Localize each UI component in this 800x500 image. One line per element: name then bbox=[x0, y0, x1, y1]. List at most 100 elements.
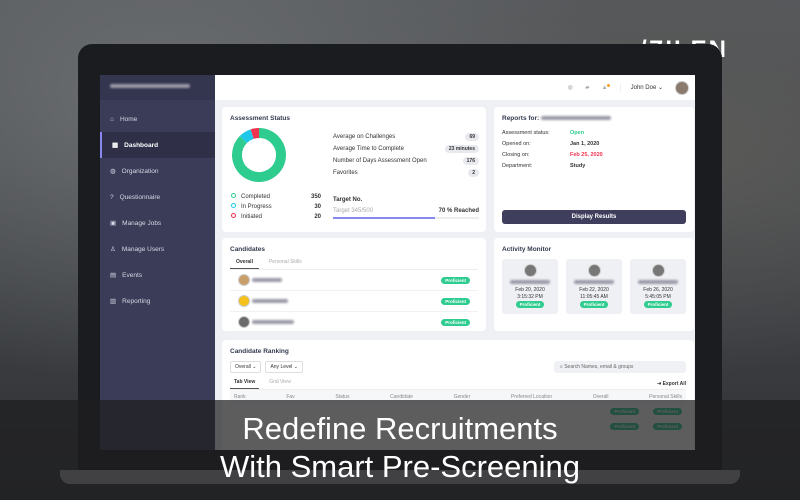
stat-row: Number of Days Assessment Open 176 bbox=[333, 157, 479, 165]
sidebar-item-label: Manage Jobs bbox=[122, 219, 162, 227]
display-results-button[interactable]: Display Results bbox=[502, 210, 686, 224]
legend-dot bbox=[231, 213, 236, 218]
briefcase-icon: ▣ bbox=[110, 220, 117, 227]
level-filter[interactable]: Any Level ⌄ bbox=[265, 361, 303, 373]
sidebar-item-dashboard[interactable]: ▦ Dashboard bbox=[100, 132, 215, 158]
legend-item: Initiated 20 bbox=[231, 213, 321, 220]
overall-filter[interactable]: Overall ⌄ bbox=[230, 361, 262, 373]
column-header[interactable]: Preferred Location bbox=[510, 394, 553, 400]
calendar-icon: ▤ bbox=[110, 272, 117, 279]
sidebar-item-manage-jobs[interactable]: ▣ Manage Jobs bbox=[100, 210, 215, 236]
question-icon: ? bbox=[110, 193, 114, 201]
candidate-row[interactable]: Proficient bbox=[230, 291, 478, 312]
banner-line-2: With Smart Pre-Screening bbox=[219, 449, 581, 484]
proficient-badge: Proficient bbox=[579, 301, 609, 308]
candidates-card: Candidates Overall Personal Skills Profi… bbox=[222, 238, 486, 333]
avatar[interactable] bbox=[675, 80, 689, 95]
column-header[interactable]: Candidate bbox=[390, 394, 413, 400]
stat-row: Average Time to Complete 23 minutes bbox=[333, 145, 479, 153]
activity-item[interactable]: Feb 26, 2020 5:45:05 PM Proficient bbox=[630, 259, 686, 314]
sidebar: ⌂ Home ▦ Dashboard ◍ Organization? Questionnai… bbox=[100, 75, 215, 450]
candidate-avatar bbox=[238, 274, 250, 286]
proficient-badge: Proficient bbox=[441, 276, 470, 284]
sidebar-item-reporting[interactable]: ▥ Reporting bbox=[100, 288, 215, 314]
user-menu[interactable]: John Doe ⌄ bbox=[619, 84, 663, 91]
donut-slice-completed bbox=[232, 128, 286, 182]
candidate-avatar bbox=[238, 316, 250, 328]
export-all-button[interactable]: ⇥ Export All bbox=[656, 381, 686, 387]
chart-icon: ▥ bbox=[110, 298, 117, 305]
report-row: Department: Study bbox=[502, 163, 586, 169]
globe-icon[interactable]: ◍ bbox=[567, 85, 574, 91]
search-icon: ⌕ bbox=[560, 364, 563, 370]
sidebar-item-manage-users[interactable]: ♙ Manage Users bbox=[100, 236, 215, 262]
sidebar-item-questionnaire[interactable]: ? Questionnaire bbox=[100, 184, 215, 210]
tab-personal-skills[interactable]: Personal Skills bbox=[268, 259, 302, 265]
promo-banner: Redefine Recruitments With Smart Pre-Scr… bbox=[0, 400, 800, 500]
sidebar-item-label: Events bbox=[122, 271, 143, 279]
sidebar-item-organization[interactable]: ◍ Organization bbox=[100, 158, 215, 184]
sidebar-item-label: Reporting bbox=[122, 297, 151, 305]
sidebar-item-home[interactable]: ⌂ Home bbox=[100, 106, 215, 132]
activity-item[interactable]: Feb 22, 2020 11:05:45 AM Proficient bbox=[566, 259, 622, 314]
app-screen: ⌂ Home ▦ Dashboard ◍ Organization? Questionnai… bbox=[100, 75, 695, 450]
proficient-badge: Proficient bbox=[515, 301, 545, 308]
donut-slice-in-progress bbox=[239, 129, 255, 144]
column-header[interactable]: Rank bbox=[234, 394, 246, 400]
sidebar-item-label: Dashboard bbox=[124, 141, 159, 149]
sidebar-item-label: Home bbox=[119, 115, 138, 123]
target-text: Target 345/500 bbox=[333, 208, 374, 214]
user-icon: ♙ bbox=[110, 246, 116, 253]
card-title: Candidates bbox=[230, 246, 266, 253]
card-title: Assessment Status bbox=[230, 115, 290, 122]
bell-icon[interactable]: ▲ bbox=[601, 83, 610, 91]
stat-row: Average on Challenges 69 bbox=[333, 133, 479, 141]
report-row: Assessment status: Open bbox=[502, 130, 585, 136]
activity-item[interactable]: Feb 20, 2020 3:15:32 PM Proficient bbox=[502, 259, 558, 314]
activity-avatar bbox=[651, 264, 665, 277]
user-name: John Doe bbox=[630, 85, 657, 91]
column-header[interactable]: Personal Skills bbox=[649, 394, 682, 400]
column-header[interactable]: Overall bbox=[592, 394, 609, 400]
donut-slice-initiated bbox=[250, 128, 260, 139]
sidebar-item-label: Organization bbox=[121, 167, 159, 175]
proficient-badge: Proficient bbox=[441, 318, 470, 326]
chat-icon[interactable]: ▰ bbox=[585, 85, 590, 91]
column-header[interactable]: Status bbox=[335, 394, 350, 400]
candidate-row[interactable]: Proficient bbox=[230, 270, 478, 291]
card-title: Reports for: bbox=[502, 115, 540, 122]
grid-view[interactable]: Grid View bbox=[269, 379, 291, 385]
candidate-row[interactable]: Proficient bbox=[230, 312, 478, 333]
column-header[interactable]: Gender bbox=[453, 394, 471, 400]
legend-item: In Progress 30 bbox=[231, 203, 321, 210]
sidebar-brand bbox=[100, 75, 215, 100]
target-progress-fill bbox=[333, 217, 436, 219]
legend-dot bbox=[231, 203, 236, 208]
legend-dot bbox=[231, 193, 236, 198]
search-input[interactable]: ⌕ Search Names, email & groups bbox=[554, 361, 686, 373]
activity-monitor-card: Activity Monitor Feb 20, 2020 3:15:32 PM P… bbox=[494, 238, 694, 331]
home-icon: ⌂ bbox=[110, 115, 114, 123]
globe-icon: ◍ bbox=[110, 168, 116, 175]
proficient-badge: Proficient bbox=[441, 297, 470, 305]
sidebar-item-label: Questionnaire bbox=[119, 193, 161, 201]
report-row: Opened on: Jan 1, 2020 bbox=[502, 141, 600, 147]
proficient-badge: Proficient bbox=[643, 301, 673, 308]
column-header[interactable]: Fav bbox=[286, 394, 295, 400]
target-reached: 70 % Reached bbox=[438, 208, 479, 214]
stat-row: Favorites 2 bbox=[333, 169, 479, 177]
banner-line-1: Redefine Recruitments bbox=[242, 411, 558, 446]
activity-avatar bbox=[587, 264, 601, 277]
reports-card: Reports for: Assessment status: Open Opene… bbox=[494, 107, 694, 232]
card-title: Candidate Ranking bbox=[230, 348, 289, 355]
sidebar-item-events[interactable]: ▤ Events bbox=[100, 262, 215, 288]
top-bar: ◍ ▰ ▲ John Doe ⌄ bbox=[215, 75, 695, 100]
legend-item: Completed 350 bbox=[231, 193, 321, 200]
tab-overall[interactable]: Overall bbox=[230, 259, 259, 269]
tab-view[interactable]: Tab View bbox=[230, 379, 260, 389]
donut-chart bbox=[232, 128, 286, 182]
target-title: Target No. bbox=[333, 197, 363, 203]
sidebar-item-label: Manage Users bbox=[121, 245, 165, 253]
target-progress-bar bbox=[333, 217, 479, 219]
dashboard-icon: ▦ bbox=[112, 142, 119, 149]
